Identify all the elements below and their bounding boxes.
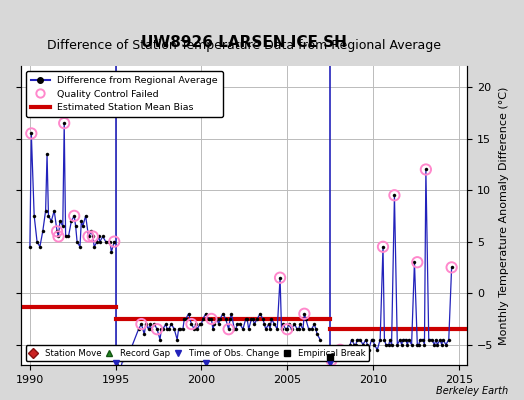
Point	[187, 321, 195, 327]
Legend: Station Move, Record Gap, Time of Obs. Change, Empirical Break: Station Move, Record Gap, Time of Obs. C…	[26, 345, 369, 361]
Point	[112, 367, 120, 374]
Text: Difference of Station Temperature Data from Regional Average: Difference of Station Temperature Data f…	[47, 38, 441, 52]
Point	[208, 316, 216, 322]
Point	[110, 238, 118, 245]
Point	[153, 326, 161, 332]
Point	[422, 166, 430, 173]
Point	[328, 357, 336, 363]
Point	[276, 274, 284, 281]
Point	[84, 233, 93, 240]
Point	[53, 228, 61, 234]
Point	[137, 321, 146, 327]
Point	[413, 259, 421, 266]
Point	[70, 213, 79, 219]
Point	[379, 244, 387, 250]
Text: Berkeley Earth: Berkeley Earth	[436, 386, 508, 396]
Point	[60, 120, 69, 126]
Point	[300, 310, 309, 317]
Y-axis label: Monthly Temperature Anomaly Difference (°C): Monthly Temperature Anomaly Difference (…	[499, 87, 509, 345]
Point	[89, 233, 97, 240]
Point	[224, 326, 233, 332]
Title: UW8926 LARSEN ICE SH: UW8926 LARSEN ICE SH	[141, 35, 347, 50]
Point	[447, 264, 456, 270]
Point	[336, 347, 344, 353]
Point	[54, 233, 63, 240]
Point	[390, 192, 399, 198]
Point	[283, 326, 291, 332]
Point	[27, 130, 36, 137]
